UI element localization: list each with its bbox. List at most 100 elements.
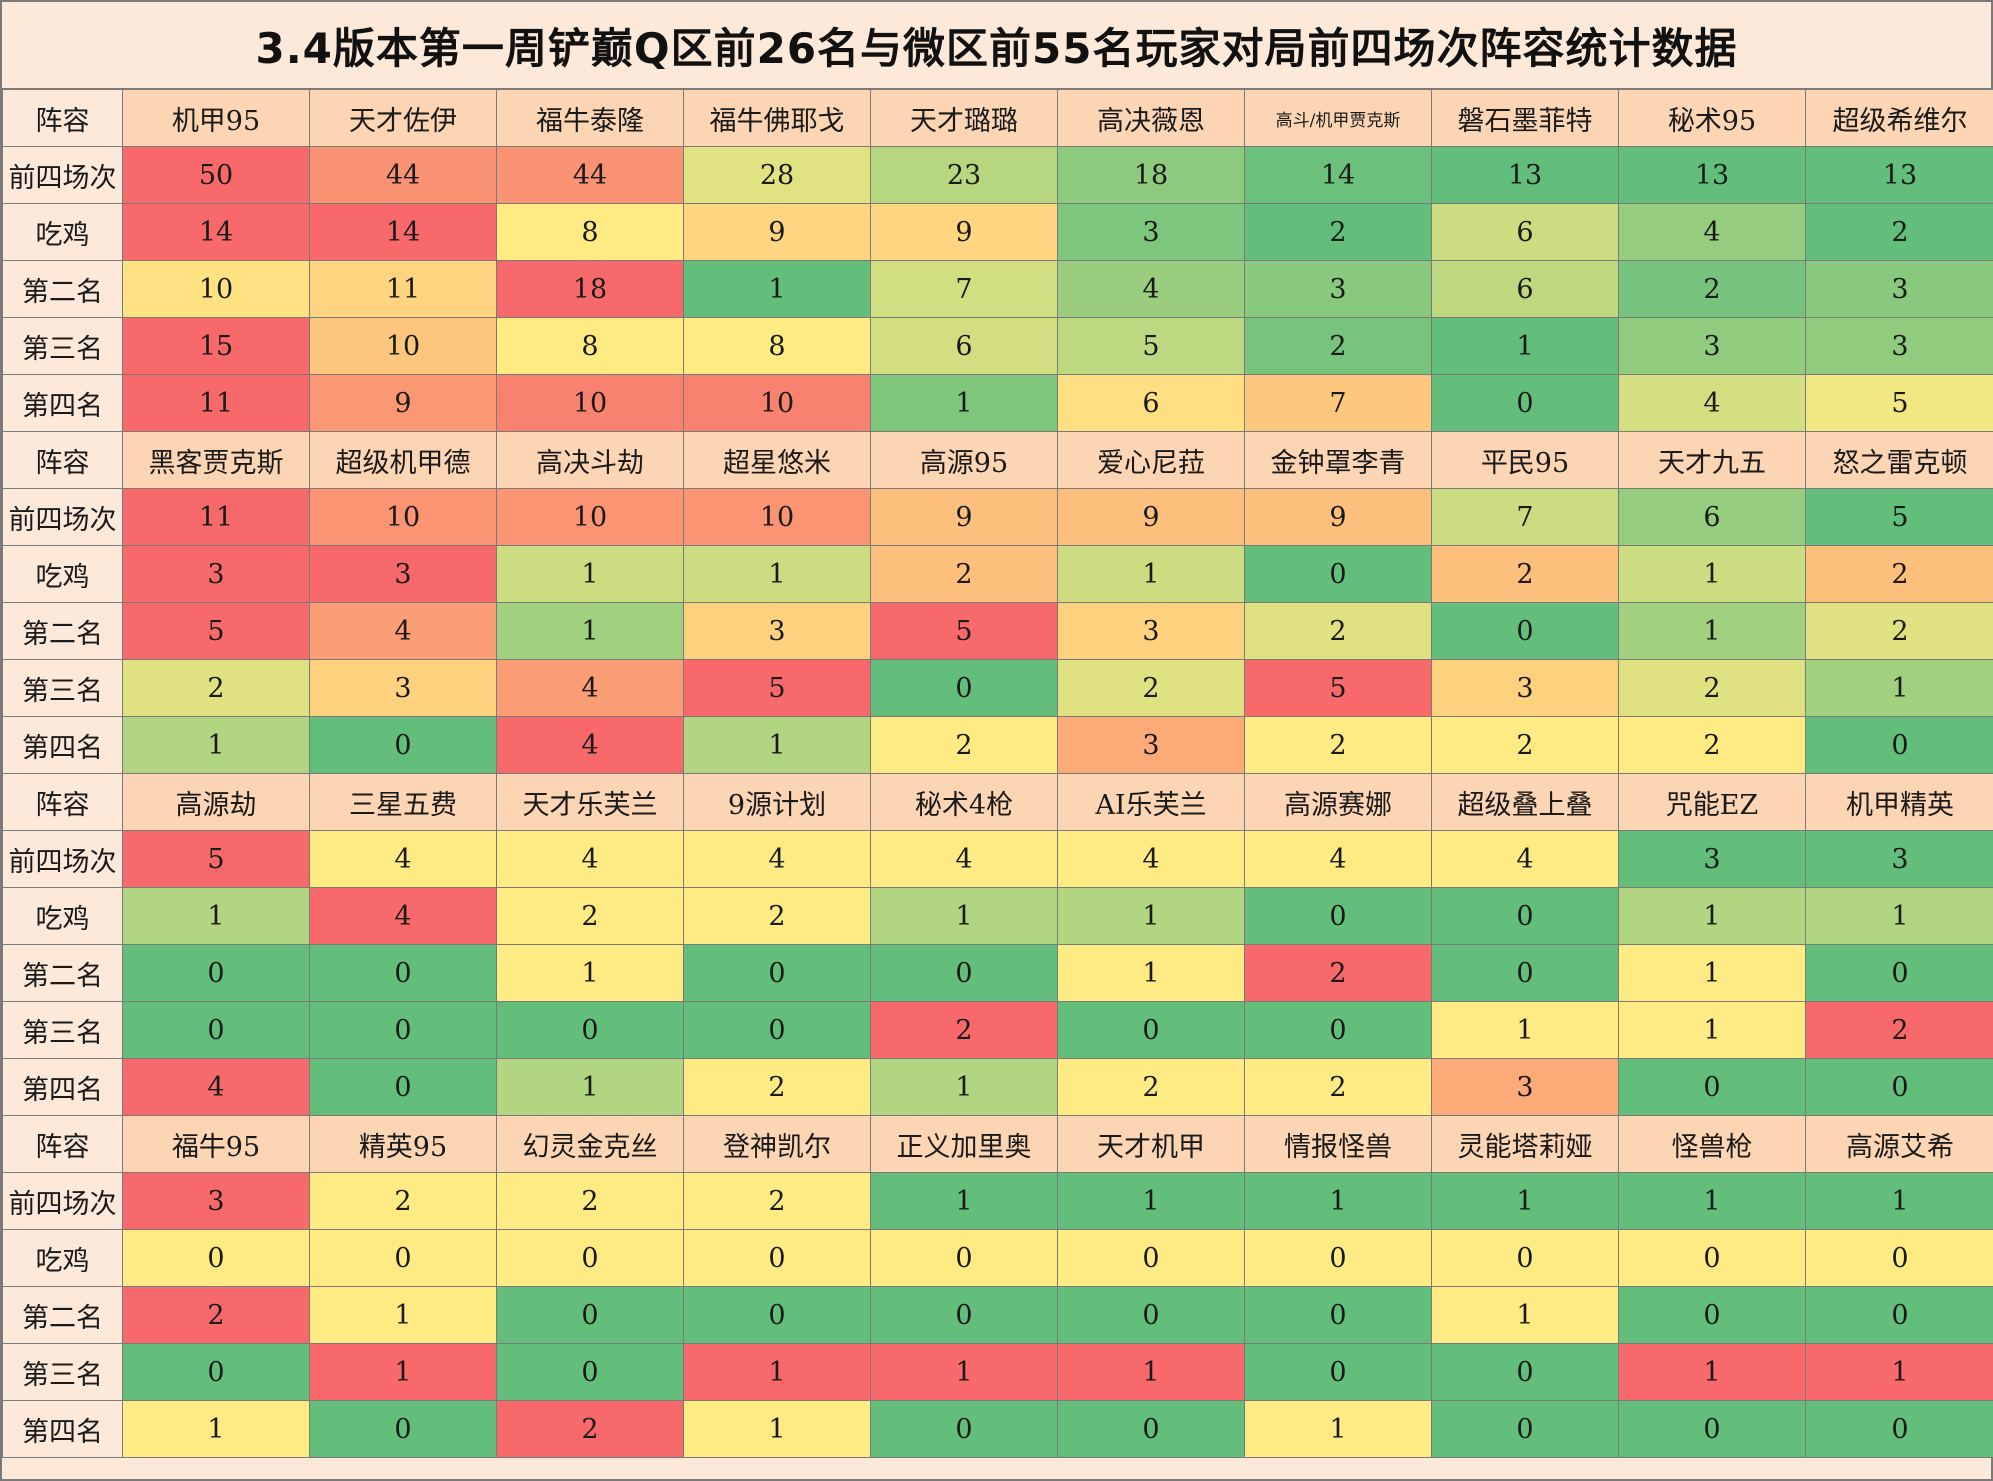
value-cell: 0 — [496, 1343, 684, 1401]
metric-label: 第二名 — [2, 944, 123, 1002]
metric-row: 吃鸡 14 14 8 9 9 3 2 6 4 2 — [2, 203, 1993, 261]
value-cell: 44 — [496, 146, 684, 204]
value-cell: 2 — [1244, 944, 1432, 1002]
value-cell: 4 — [1244, 830, 1432, 888]
value-cell: 0 — [1618, 1286, 1806, 1344]
value-cell: 14 — [309, 203, 497, 261]
value-cell: 0 — [1431, 887, 1619, 945]
value-cell: 1 — [870, 374, 1058, 432]
value-cell: 4 — [1618, 374, 1806, 432]
metric-label: 前四场次 — [2, 146, 123, 204]
metric-label: 第三名 — [2, 317, 123, 375]
value-cell: 8 — [496, 317, 684, 375]
lineup-name-cell: 灵能塔莉娅 — [1431, 1115, 1619, 1173]
value-cell: 50 — [122, 146, 310, 204]
value-cell: 4 — [870, 830, 1058, 888]
value-cell: 0 — [1057, 1400, 1245, 1458]
lineup-name-cell: 9源计划 — [683, 773, 871, 831]
value-cell: 5 — [683, 659, 871, 717]
value-cell: 2 — [1431, 716, 1619, 774]
value-cell: 1 — [309, 1286, 497, 1344]
value-cell: 4 — [496, 716, 684, 774]
value-cell: 0 — [122, 944, 310, 1002]
value-cell: 2 — [1431, 545, 1619, 603]
metric-row: 第四名 1 0 2 1 0 0 1 0 0 0 — [2, 1400, 1993, 1458]
lineup-name-cell: 高源95 — [870, 431, 1058, 489]
value-cell: 10 — [309, 488, 497, 546]
value-cell: 0 — [1244, 1001, 1432, 1059]
value-cell: 1 — [683, 716, 871, 774]
lineup-name-cell: 福牛95 — [122, 1115, 310, 1173]
value-cell: 3 — [309, 659, 497, 717]
value-cell: 1 — [683, 545, 871, 603]
value-cell: 6 — [1057, 374, 1245, 432]
value-cell: 11 — [309, 260, 497, 318]
value-cell: 3 — [309, 545, 497, 603]
lineup-name-cell: 高斗/机甲贾克斯 — [1244, 89, 1432, 147]
value-cell: 1 — [1618, 545, 1806, 603]
value-cell: 2 — [1805, 203, 1993, 261]
value-cell: 0 — [1057, 1286, 1245, 1344]
value-cell: 2 — [496, 1400, 684, 1458]
value-cell: 0 — [1057, 1001, 1245, 1059]
value-cell: 18 — [496, 260, 684, 318]
value-cell: 0 — [683, 944, 871, 1002]
metric-row: 吃鸡 3 3 1 1 2 1 0 2 1 2 — [2, 545, 1993, 603]
value-cell: 23 — [870, 146, 1058, 204]
value-cell: 5 — [870, 602, 1058, 660]
value-cell: 1 — [1805, 659, 1993, 717]
lineup-name-cell: 天才佐伊 — [309, 89, 497, 147]
value-cell: 6 — [1618, 488, 1806, 546]
value-cell: 2 — [122, 659, 310, 717]
value-cell: 0 — [309, 1058, 497, 1116]
metric-label: 吃鸡 — [2, 203, 123, 261]
lineup-name-cell: 福牛佛耶戈 — [683, 89, 871, 147]
value-cell: 2 — [870, 545, 1058, 603]
value-cell: 1 — [1057, 887, 1245, 945]
metric-row: 第二名 2 1 0 0 0 0 0 1 0 0 — [2, 1286, 1993, 1344]
value-cell: 8 — [683, 317, 871, 375]
value-cell: 3 — [1431, 659, 1619, 717]
value-cell: 0 — [309, 944, 497, 1002]
value-cell: 0 — [1431, 1343, 1619, 1401]
value-cell: 1 — [1805, 887, 1993, 945]
value-cell: 11 — [122, 488, 310, 546]
value-cell: 5 — [1805, 488, 1993, 546]
value-cell: 1 — [1431, 1286, 1619, 1344]
value-cell: 0 — [1805, 1286, 1993, 1344]
value-cell: 2 — [1618, 260, 1806, 318]
table-body: 阵容 机甲95 天才佐伊 福牛泰隆 福牛佛耶戈 天才璐璐 高决薇恩 高斗/机甲贾克斯 磐石墨菲特… — [2, 89, 1993, 1458]
metric-row: 第四名 11 9 10 10 1 6 7 0 4 5 — [2, 374, 1993, 432]
value-cell: 13 — [1431, 146, 1619, 204]
value-cell: 9 — [309, 374, 497, 432]
metric-row: 前四场次 3 2 2 2 1 1 1 1 1 1 — [2, 1172, 1993, 1230]
value-cell: 4 — [1431, 830, 1619, 888]
value-cell: 1 — [496, 944, 684, 1002]
metric-row: 第三名 0 1 0 1 1 1 0 0 1 1 — [2, 1343, 1993, 1401]
value-cell: 0 — [1805, 944, 1993, 1002]
value-cell: 1 — [1431, 1001, 1619, 1059]
value-cell: 0 — [683, 1286, 871, 1344]
lineup-name-cell: 高源艾希 — [1805, 1115, 1993, 1173]
lineup-name-cell: 福牛泰隆 — [496, 89, 684, 147]
value-cell: 0 — [870, 1400, 1058, 1458]
value-cell: 2 — [683, 1058, 871, 1116]
lineup-name-cell: 秘术4枪 — [870, 773, 1058, 831]
value-cell: 10 — [309, 317, 497, 375]
value-cell: 0 — [1805, 1400, 1993, 1458]
value-cell: 2 — [309, 1172, 497, 1230]
value-cell: 4 — [309, 602, 497, 660]
value-cell: 1 — [1618, 1172, 1806, 1230]
value-cell: 2 — [1244, 1058, 1432, 1116]
value-cell: 2 — [1805, 602, 1993, 660]
row-label: 阵容 — [2, 1115, 123, 1173]
value-cell: 15 — [122, 317, 310, 375]
value-cell: 0 — [1244, 1229, 1432, 1287]
value-cell: 1 — [1244, 1400, 1432, 1458]
value-cell: 1 — [496, 545, 684, 603]
value-cell: 5 — [122, 602, 310, 660]
metric-label: 前四场次 — [2, 1172, 123, 1230]
value-cell: 18 — [1057, 146, 1245, 204]
value-cell: 10 — [496, 488, 684, 546]
value-cell: 0 — [309, 1001, 497, 1059]
